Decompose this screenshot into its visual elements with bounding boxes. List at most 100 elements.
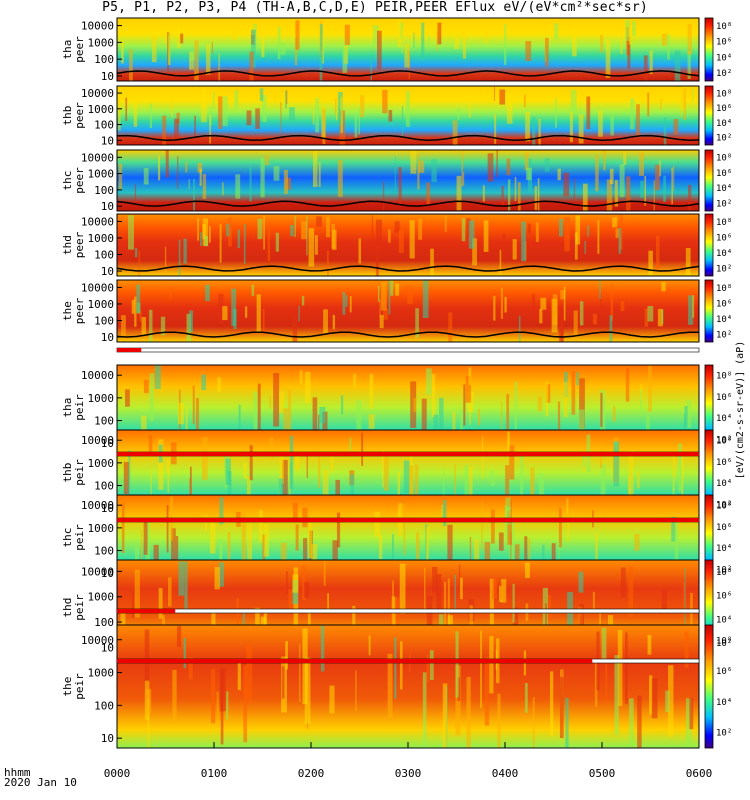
texture-stripe xyxy=(573,310,578,342)
texture-stripe xyxy=(454,464,456,515)
texture-stripe xyxy=(369,373,374,409)
panel-frame xyxy=(116,149,700,212)
texture-stripe xyxy=(421,22,425,61)
texture-stripe xyxy=(294,37,298,66)
texture-stripe xyxy=(246,110,252,126)
texture-stripe xyxy=(538,473,545,515)
texture-stripe xyxy=(558,508,562,548)
texture-stripe xyxy=(482,185,485,202)
texture-stripe xyxy=(262,308,265,336)
texture-stripe xyxy=(525,112,531,142)
texture-stripe xyxy=(540,297,547,310)
texture-stripe xyxy=(572,28,577,57)
texture-stripe xyxy=(587,225,589,237)
texture-stripe xyxy=(340,395,344,415)
texture-stripe xyxy=(431,159,437,183)
texture-stripe xyxy=(472,238,477,266)
texture-stripe xyxy=(326,250,329,276)
texture-stripe xyxy=(528,538,531,580)
texture-stripe xyxy=(594,659,598,707)
texture-stripe xyxy=(149,103,152,129)
texture-stripe xyxy=(383,308,389,320)
texture-stripe xyxy=(463,384,466,426)
texture-stripe xyxy=(545,37,549,67)
texture-stripe xyxy=(480,630,482,708)
texture-stripe xyxy=(237,661,241,691)
texture-stripe xyxy=(465,375,472,403)
texture-stripe xyxy=(165,150,169,178)
texture-stripe xyxy=(586,96,591,130)
texture-stripe xyxy=(685,248,691,276)
texture-stripe xyxy=(674,50,681,81)
colorbar-tick-label: 10⁴ xyxy=(716,315,732,325)
mode-bar-fill xyxy=(117,609,176,613)
texture-stripe xyxy=(260,158,265,198)
texture-stripe xyxy=(689,697,694,730)
texture-stripe xyxy=(237,229,240,249)
colorbar-tick-label: 10⁴ xyxy=(716,615,732,625)
texture-stripe xyxy=(600,293,602,320)
texture-stripe xyxy=(441,504,444,520)
texture-stripe xyxy=(509,445,515,480)
texture-stripe xyxy=(531,294,536,313)
texture-stripe xyxy=(501,579,507,603)
texture-stripe xyxy=(468,367,472,386)
texture-stripe xyxy=(251,29,256,68)
texture-stripe xyxy=(623,152,627,165)
texture-stripe xyxy=(148,435,153,452)
texture-stripe xyxy=(177,26,181,49)
colorbar-tick-label: 10⁴ xyxy=(716,544,732,554)
texture-stripe xyxy=(643,55,648,81)
texture-stripe xyxy=(301,295,305,306)
colorbar-tick-label: 10⁶ xyxy=(716,592,732,602)
product-label: peir xyxy=(73,524,86,551)
texture-stripe xyxy=(455,631,459,698)
texture-stripe xyxy=(454,574,456,613)
texture-stripe xyxy=(133,101,138,127)
colorbar-tick-label: 10⁶ xyxy=(716,169,732,179)
texture-stripe xyxy=(295,524,299,551)
texture-stripe xyxy=(261,37,265,58)
texture-stripe xyxy=(177,156,179,189)
texture-stripe xyxy=(524,536,528,562)
texture-stripe xyxy=(234,90,239,109)
texture-stripe xyxy=(285,177,291,190)
texture-stripe xyxy=(321,29,325,64)
colorbar-tick-label: 10² xyxy=(716,199,732,209)
texture-stripe xyxy=(428,35,430,50)
x-tick-label: 0100 xyxy=(201,767,228,780)
texture-stripe xyxy=(178,561,185,596)
probe-label: thc xyxy=(61,528,74,548)
texture-stripe xyxy=(489,635,494,694)
texture-stripe xyxy=(205,284,210,302)
texture-stripe xyxy=(135,247,138,258)
texture-stripe xyxy=(225,458,231,485)
texture-stripe xyxy=(457,677,461,702)
texture-stripe xyxy=(168,577,172,607)
texture-stripe xyxy=(485,31,488,44)
y-tick-label: 100 xyxy=(94,315,114,328)
texture-stripe xyxy=(461,152,464,187)
texture-stripe xyxy=(401,105,404,136)
texture-stripe xyxy=(684,406,688,428)
texture-stripe xyxy=(456,108,460,120)
texture-stripe xyxy=(497,693,501,748)
texture-stripe xyxy=(205,44,211,75)
y-tick-label: 10000 xyxy=(81,634,114,647)
texture-stripe xyxy=(289,107,295,121)
texture-stripe xyxy=(456,175,462,211)
y-tick-label: 100 xyxy=(94,119,114,132)
texture-stripe xyxy=(304,582,309,598)
texture-stripe xyxy=(202,174,207,199)
texture-stripe xyxy=(379,314,384,329)
texture-stripe xyxy=(354,114,358,138)
y-tick-label: 1000 xyxy=(88,591,115,604)
texture-stripe xyxy=(377,286,380,302)
texture-stripe xyxy=(136,284,141,313)
colorbar-tick-label: 10⁸ xyxy=(716,154,732,164)
texture-stripe xyxy=(514,176,517,202)
texture-stripe xyxy=(518,315,521,342)
colorbar-tick-label: 10⁸ xyxy=(716,372,732,382)
texture-stripe xyxy=(143,521,148,555)
texture-stripe xyxy=(143,168,149,185)
